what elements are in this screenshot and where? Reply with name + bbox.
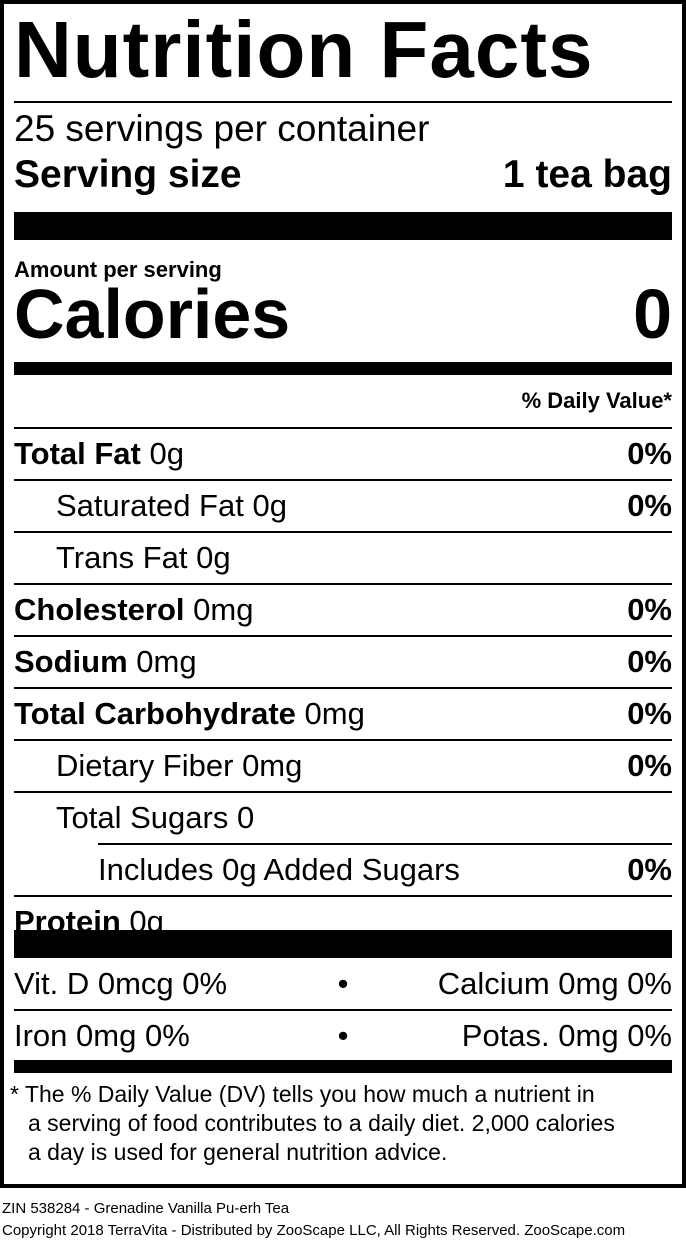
- copyright: Copyright 2018 TerraVita - Distributed b…: [2, 1222, 626, 1239]
- nutrient-label: Total Carbohydrate: [14, 696, 296, 731]
- nutrient-row: Total Fat 0g 0%: [14, 429, 672, 479]
- row-divider: [14, 635, 672, 637]
- nutrient-label: Sodium: [14, 644, 128, 679]
- nutrient-name: Total Sugars 0: [56, 793, 254, 843]
- vitamin-row: Iron 0mg 0% • Potas. 0mg 0%: [14, 1011, 672, 1061]
- nutrient-daily-value: 0%: [627, 488, 672, 523]
- nutrient-label: Total Sugars: [56, 800, 229, 835]
- calories-row: Calories 0: [14, 276, 672, 352]
- row-divider: [14, 791, 672, 793]
- row-divider: [98, 843, 672, 845]
- nutrient-name: Cholesterol 0mg: [14, 585, 253, 635]
- nutrient-name: Trans Fat 0g: [56, 533, 231, 583]
- divider-thick: [14, 212, 672, 240]
- nutrient-name: Dietary Fiber 0mg: [56, 741, 302, 791]
- divider-medium: [14, 362, 672, 375]
- nutrient-row: Total Carbohydrate 0mg 0%: [14, 689, 672, 739]
- nutrient-list: Total Fat 0g 0% Saturated Fat 0g 0% Trans Fa…: [14, 427, 672, 947]
- row-divider: [14, 531, 672, 533]
- row-divider: [14, 687, 672, 689]
- nutrient-label: Total Fat: [14, 436, 141, 471]
- label-title: Nutrition Facts: [14, 5, 594, 94]
- nutrient-daily-value: 0%: [627, 696, 672, 731]
- nutrient-name: Total Carbohydrate 0mg: [14, 689, 365, 739]
- vitamin-right: Potas. 0mg 0%: [461, 1018, 672, 1053]
- servings-per-container: 25 servings per container: [14, 108, 430, 149]
- vitamin-row: Vit. D 0mcg 0% • Calcium 0mg 0%: [14, 959, 672, 1009]
- nutrient-amount: 0: [236, 800, 255, 835]
- nutrient-row: Total Sugars 0: [14, 793, 672, 843]
- nutrient-daily-value: 0%: [627, 748, 672, 783]
- nutrient-amount: 0mg: [193, 592, 254, 627]
- nutrient-label: Includes 0g Added Sugars: [98, 852, 460, 887]
- footnote-line: a serving of food contributes to a daily…: [28, 1110, 615, 1136]
- divider-thick: [14, 930, 672, 958]
- nutrient-row: Saturated Fat 0g 0%: [14, 481, 672, 531]
- row-divider: [14, 427, 672, 429]
- product-line: ZIN 538284 - Grenadine Vanilla Pu-erh Te…: [2, 1200, 290, 1217]
- nutrient-daily-value: 0%: [627, 436, 672, 471]
- serving-size-label: Serving size: [14, 153, 242, 196]
- row-divider: [14, 479, 672, 481]
- bullet-separator: •: [337, 966, 349, 1001]
- nutrient-row: Cholesterol 0mg 0%: [14, 585, 672, 635]
- nutrient-amount: 0g: [149, 436, 184, 471]
- nutrient-name: Sodium 0mg: [14, 637, 197, 687]
- vitamin-left: Iron 0mg 0%: [14, 1018, 190, 1053]
- nutrient-name: Saturated Fat 0g: [56, 481, 287, 531]
- nutrient-row: Includes 0g Added Sugars 0%: [14, 845, 672, 895]
- nutrient-label: Dietary Fiber: [56, 748, 234, 783]
- daily-value-header: % Daily Value*: [521, 388, 672, 413]
- row-divider: [14, 1009, 672, 1011]
- divider-medium: [14, 1060, 672, 1073]
- nutrient-row: Dietary Fiber 0mg 0%: [14, 741, 672, 791]
- vitamin-right: Calcium 0mg 0%: [437, 966, 672, 1001]
- footnote-line: a day is used for general nutrition advi…: [28, 1139, 448, 1165]
- nutrient-label: Saturated Fat: [56, 488, 244, 523]
- nutrient-label: Trans Fat: [56, 540, 188, 575]
- calories-value: 0: [633, 275, 672, 353]
- nutrient-amount: 0mg: [136, 644, 197, 679]
- vitamin-left: Vit. D 0mcg 0%: [14, 966, 228, 1001]
- vitamin-list: Vit. D 0mcg 0% • Calcium 0mg 0% Iron 0mg 0%…: [14, 959, 672, 1061]
- amount-per-serving: Amount per serving: [14, 257, 222, 282]
- nutrient-amount: 0mg: [304, 696, 365, 731]
- nutrient-daily-value: 0%: [627, 592, 672, 627]
- nutrient-amount: 0g: [252, 488, 287, 523]
- bullet-separator: •: [337, 1018, 349, 1053]
- row-divider: [14, 895, 672, 897]
- footnote-line: * The % Daily Value (DV) tells you how m…: [10, 1081, 595, 1107]
- nutrient-row: Trans Fat 0g: [14, 533, 672, 583]
- serving-size-value: 1 tea bag: [502, 153, 672, 196]
- nutrient-daily-value: 0%: [627, 644, 672, 679]
- row-divider: [14, 583, 672, 585]
- nutrient-daily-value: 0%: [627, 852, 672, 887]
- nutrient-amount: 0g: [196, 540, 231, 575]
- nutrient-name: Total Fat 0g: [14, 429, 184, 479]
- nutrient-name: Includes 0g Added Sugars: [98, 845, 460, 895]
- serving-size-row: Serving size 1 tea bag: [14, 152, 672, 198]
- calories-label: Calories: [14, 275, 291, 353]
- nutrient-label: Cholesterol: [14, 592, 185, 627]
- divider-thin: [14, 101, 672, 103]
- nutrition-facts-label: [0, 0, 686, 1188]
- nutrient-amount: 0mg: [242, 748, 303, 783]
- nutrient-row: Sodium 0mg 0%: [14, 637, 672, 687]
- footnote: * The % Daily Value (DV) tells you how m…: [10, 1080, 672, 1167]
- row-divider: [14, 739, 672, 741]
